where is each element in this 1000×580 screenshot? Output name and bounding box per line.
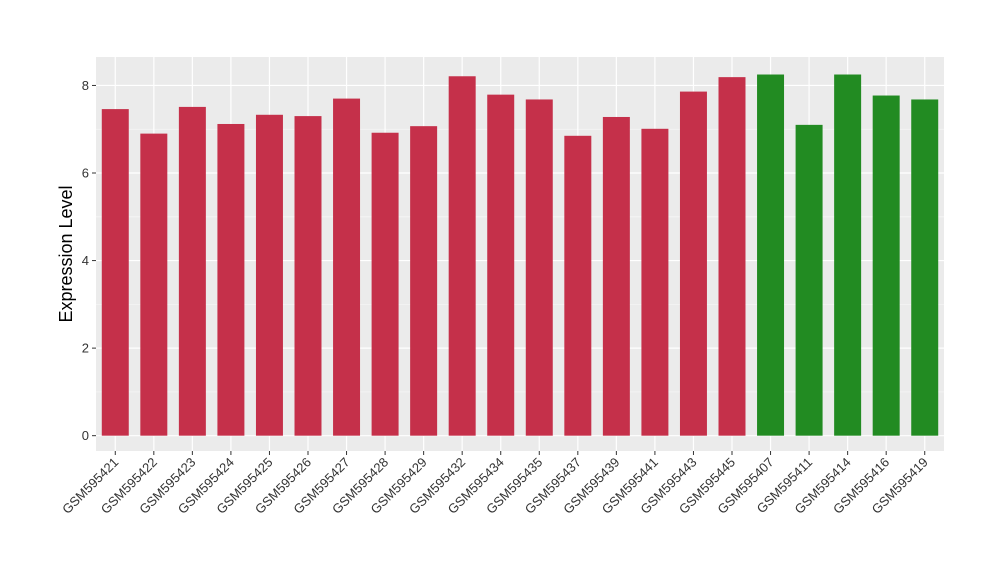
y-tick-label: 6: [82, 166, 89, 181]
bar-GSM595407: [757, 74, 785, 436]
y-tick-label: 0: [82, 428, 89, 443]
bar-GSM595432: [448, 76, 476, 436]
bar-GSM595428: [371, 132, 399, 436]
bar-GSM595411: [795, 124, 823, 436]
bar-GSM595441: [641, 128, 669, 436]
bar-GSM595416: [872, 95, 900, 436]
bar-GSM595426: [294, 116, 322, 436]
bar-GSM595435: [525, 99, 553, 436]
bar-GSM595419: [911, 99, 939, 436]
bar-GSM595429: [410, 126, 438, 436]
y-axis-label: Expression Level: [56, 185, 76, 322]
y-axis: 0 2 4 6 8: [82, 78, 96, 443]
x-axis: GSM595421GSM595422GSM595423GSM595424GSM5…: [59, 451, 931, 517]
bar-GSM595445: [718, 77, 746, 436]
y-tick-label: 8: [82, 78, 89, 93]
bar-GSM595439: [602, 116, 630, 436]
bars: [101, 74, 939, 436]
bar-GSM595414: [834, 74, 862, 436]
bar-GSM595422: [140, 133, 168, 436]
bar-GSM595423: [178, 106, 206, 436]
y-tick-label: 2: [82, 341, 89, 356]
bar-GSM595425: [255, 114, 283, 436]
bar-GSM595421: [101, 109, 129, 436]
bar-GSM595427: [333, 98, 361, 436]
bar-GSM595437: [564, 135, 592, 436]
bar-GSM595434: [487, 94, 515, 436]
bar-GSM595424: [217, 123, 245, 436]
bar-GSM595443: [679, 91, 707, 436]
y-tick-label: 4: [82, 253, 89, 268]
